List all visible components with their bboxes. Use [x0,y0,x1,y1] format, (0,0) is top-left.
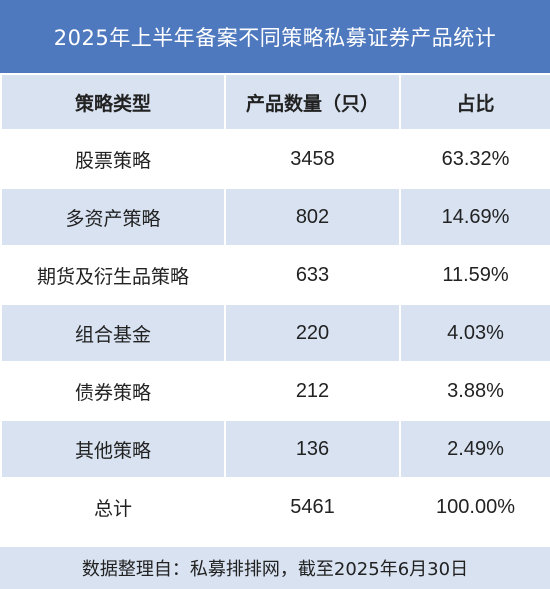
total-share-cell: 100.00% [399,477,550,537]
strategy-cell: 多资产策略 [0,187,226,247]
share-cell: 2.49% [399,419,550,479]
strategy-cell: 期货及衍生品策略 [0,245,226,305]
table-title: 2025年上半年备案不同策略私募证券产品统计 [0,0,550,73]
strategy-cell: 其他策略 [0,419,226,479]
table-row: 期货及衍生品策略 633 11.59% [0,245,550,305]
total-count-cell: 5461 [224,477,401,537]
table-row: 其他策略 136 2.49% [0,419,550,479]
count-cell: 136 [224,419,401,479]
count-cell: 220 [224,303,401,363]
strategy-cell: 债券策略 [0,361,226,421]
count-cell: 212 [224,361,401,421]
header-strategy-type: 策略类型 [0,73,226,131]
table-row: 股票策略 3458 63.32% [0,129,550,189]
table-row: 债券策略 212 3.88% [0,361,550,421]
source-footnote: 数据整理自：私募排排网，截至2025年6月30日 [0,547,550,589]
header-share: 占比 [399,73,550,131]
total-row: 总计 5461 100.00% [0,477,550,537]
total-label-cell: 总计 [0,477,226,537]
table-row: 组合基金 220 4.03% [0,303,550,363]
table-row: 多资产策略 802 14.69% [0,187,550,247]
share-cell: 4.03% [399,303,550,363]
strategy-cell: 组合基金 [0,303,226,363]
header-product-count: 产品数量（只） [224,73,401,131]
share-cell: 63.32% [399,129,550,189]
strategy-statistics-table: 策略类型 产品数量（只） 占比 股票策略 3458 63.32% 多资产策略 8… [0,73,550,537]
count-cell: 3458 [224,129,401,189]
table-header-row: 策略类型 产品数量（只） 占比 [0,73,550,131]
share-cell: 14.69% [399,187,550,247]
strategy-cell: 股票策略 [0,129,226,189]
count-cell: 802 [224,187,401,247]
count-cell: 633 [224,245,401,305]
share-cell: 3.88% [399,361,550,421]
share-cell: 11.59% [399,245,550,305]
